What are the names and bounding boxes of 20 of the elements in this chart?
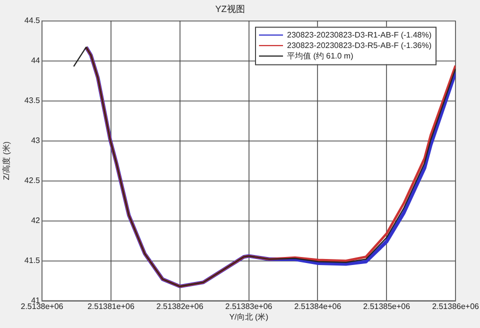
y-tick-label: 43.5 xyxy=(24,96,41,106)
y-tick-label: 42 xyxy=(31,216,41,226)
x-tick-label: 2.51383e+06 xyxy=(225,302,273,311)
y-tick-label: 41.5 xyxy=(24,256,41,266)
x-tick-label: 2.51381e+06 xyxy=(87,302,135,311)
x-tick-label: 2.51386e+06 xyxy=(432,302,480,311)
legend-label: 平均值 (约 61.0 m) xyxy=(287,51,354,60)
y-tick-label: 43 xyxy=(31,136,41,146)
y-axis-title: Z/高度 (米) xyxy=(2,141,12,180)
chart-title: YZ视图 xyxy=(215,4,245,14)
x-axis-title: Y/向北 (米) xyxy=(229,312,269,322)
legend-label: 230823-20230823-D3-R5-AB-F (-1.36%) xyxy=(287,40,432,50)
y-tick-label: 44.5 xyxy=(24,16,41,26)
x-tick-label: 2.51382e+06 xyxy=(156,302,204,311)
x-tick-label: 2.51385e+06 xyxy=(363,302,411,311)
y-tick-label: 44 xyxy=(31,56,41,66)
legend-label: 230823-20230823-D3-R1-AB-F (-1.48%) xyxy=(287,30,432,40)
y-tick-label: 42.5 xyxy=(24,176,41,186)
x-tick-label: 2.5138e+06 xyxy=(20,302,64,311)
x-tick-label: 2.51384e+06 xyxy=(294,302,342,311)
